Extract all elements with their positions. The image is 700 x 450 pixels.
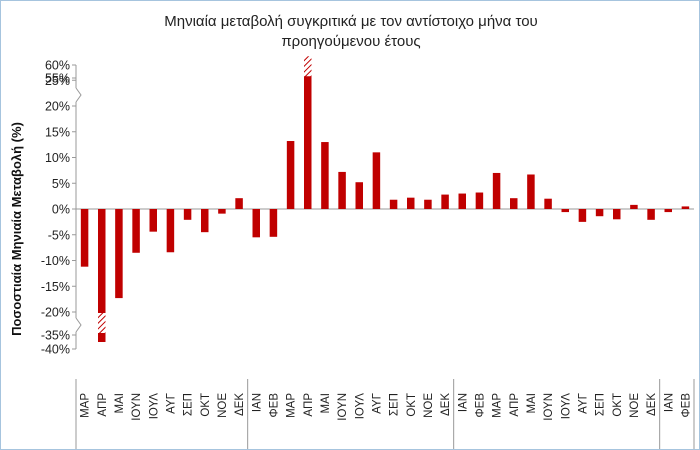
x-tick-label: ΑΥΓ [165,392,177,413]
x-tick-label: ΔΕΚ [440,393,452,416]
y-axis: 60%55%25% 20% 15% 10% 5% 0% -5% -10% -15% -20% -35… [41,59,694,357]
bar [98,209,106,342]
bar [389,199,398,209]
bar [355,182,363,209]
x-tick-label: ΜΑΙ [526,393,538,413]
y-tick-label: 5% [52,177,70,191]
bar [561,209,569,213]
bar [304,66,312,209]
bar [218,209,226,214]
x-tick-label: ΦΕΒ [680,393,692,418]
y-tick-label: -10% [41,254,70,268]
bar [201,209,209,233]
bar [166,209,175,253]
x-tick-label: ΣΕΠ [595,393,607,416]
x-tick-label: ΝΟΕ [629,393,641,418]
bar [407,197,415,209]
y-axis-break-top [75,87,82,103]
x-tick-label: ΜΑΡ [492,393,504,418]
bar [338,171,346,209]
x-tick-label: ΝΟΕ [423,393,435,418]
bar [527,174,535,209]
x-tick-label: ΔΕΚ [646,393,658,416]
bar [252,209,260,238]
bar [475,192,484,209]
bar [492,172,501,209]
x-tick-label: ΙΟΥΛ [354,393,366,420]
bar [183,209,192,220]
x-tick-label: ΣΕΠ [389,393,401,416]
x-tick-label: ΙΑΝ [457,393,469,412]
y-tick-label: 25% [45,74,70,88]
x-tick-label: ΜΑΡ [286,393,298,418]
y-tick-label: -20% [41,306,70,320]
y-tick-label: 15% [45,125,70,139]
bar [664,209,672,213]
bar [441,194,449,209]
bar [595,209,604,217]
x-tick-label: ΔΕΚ [234,393,246,416]
y-tick-label: 20% [45,100,70,114]
bar [372,152,381,209]
y-tick-label: -15% [41,280,70,294]
x-tick-label: ΜΑΙ [320,393,332,413]
bar [115,209,123,299]
bar [647,209,655,220]
y-axis-break-bottom [75,317,82,333]
bar [510,198,518,209]
y-tick-label: 55% [45,72,70,86]
bar [458,193,466,209]
bar [613,209,621,220]
y-tick-label: 10% [45,151,70,165]
bar-break-mark [304,56,312,77]
x-tick-label: ΝΟΕ [217,393,229,418]
bar-break-mark [98,313,106,333]
x-tick-label: ΙΑΝ [663,393,675,412]
x-tick-label: ΜΑΙ [114,393,126,413]
chart-title-line-2: προηγούμενου έτους [281,33,420,50]
bar [630,204,638,209]
bar [424,199,432,209]
x-tick-label: ΣΕΠ [183,393,195,416]
y-tick-label: -5% [48,228,70,242]
bar [235,198,243,209]
y-tick-label: 60% [45,59,70,73]
bar [80,209,89,267]
x-axis: ΜΑΡ ΑΠΡ ΜΑΙ ΙΟΥΝ ΙΟΥΛ ΑΥΓ ΣΕΠ ΟΚΤ ΝΟΕ ΔΕΚ ΙΑΝ ΦΕΒ ΜΑ… [75,379,695,449]
x-tick-label: ΙΟΥΛ [560,393,572,420]
x-tick-label: ΙΟΥΛ [148,393,160,420]
bar [681,206,690,209]
bar [269,209,278,237]
bar [578,209,587,222]
y-tick-label: 0% [52,203,70,217]
bar [321,142,329,209]
bar [544,198,552,209]
x-tick-label: ΑΠΡ [509,393,521,417]
bar [132,209,140,253]
y-axis-label: Ποσοστιαία Μηνιαία Μεταβολή (%) [9,122,24,336]
x-tick-label: ΑΠΡ [97,393,109,417]
bar [286,141,295,209]
x-tick-label: ΜΑΡ [80,393,92,418]
x-tick-label: ΙΟΥΝ [543,393,555,421]
x-tick-label: ΑΠΡ [303,393,315,417]
bar [149,209,157,232]
bars [80,56,690,342]
x-tick-label: ΙΟΥΝ [131,393,143,421]
x-tick-label: ΑΥΓ [577,392,589,413]
x-tick-label: ΟΚΤ [200,393,212,417]
x-tick-label: ΟΚΤ [612,393,624,417]
x-tick-label: ΦΕΒ [268,393,280,418]
y-tick-label: -35% [41,329,70,343]
x-tick-label: ΙΑΝ [251,393,263,412]
x-tick-label: ΙΟΥΝ [337,393,349,421]
y-tick-label: -40% [41,343,70,357]
x-tick-label: ΑΥΓ [371,392,383,413]
x-tick-label: ΦΕΒ [474,393,486,418]
chart-title-line-1: Μηνιαία μεταβολή συγκριτικά με τον αντίσ… [164,13,538,30]
x-tick-label: ΟΚΤ [406,393,418,417]
